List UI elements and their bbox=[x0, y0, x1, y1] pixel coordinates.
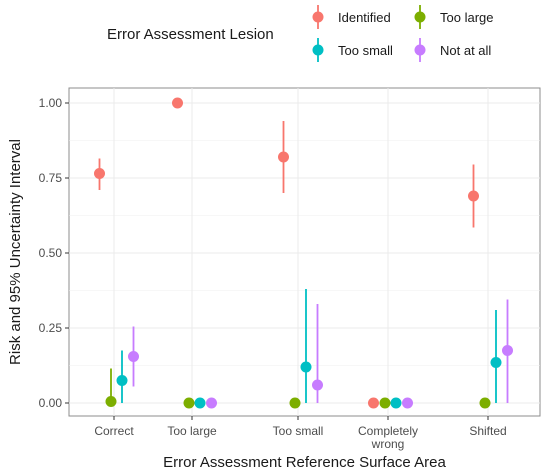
axes: 0.00 0.25 0.50 0.75 1.00 Correct Too large Too … bbox=[39, 96, 507, 451]
legend-key-point bbox=[414, 11, 426, 23]
risk-point bbox=[206, 397, 217, 409]
legend-label: Too small bbox=[338, 43, 393, 58]
y-tick-label: 0.50 bbox=[39, 246, 63, 260]
risk-point bbox=[390, 397, 402, 409]
risk-point bbox=[312, 379, 323, 391]
y-tick-label: 0.00 bbox=[39, 396, 63, 410]
risk-point bbox=[402, 397, 413, 409]
risk-point bbox=[490, 357, 502, 368]
legend-label: Not at all bbox=[440, 43, 491, 58]
x-axis-title: Error Assessment Reference Surface Area bbox=[163, 454, 446, 471]
panel-border bbox=[68, 87, 541, 417]
risk-point bbox=[468, 190, 479, 202]
risk-point bbox=[502, 345, 513, 356]
legend-title: Error Assessment Lesion bbox=[107, 26, 274, 43]
y-axis-title: Risk and 95% Uncertainty Interval bbox=[7, 139, 24, 365]
risk-point bbox=[183, 397, 195, 409]
x-tick-label: Completely wrong bbox=[358, 424, 418, 451]
risk-point bbox=[368, 397, 379, 409]
risk-point bbox=[194, 397, 206, 409]
x-tick-label: Too large bbox=[167, 424, 217, 438]
risk-point bbox=[289, 397, 301, 409]
y-tick-label: 0.25 bbox=[39, 321, 63, 335]
x-tick-label: Too small bbox=[273, 424, 324, 438]
legend-key-point bbox=[414, 44, 426, 56]
legend-label: Identified bbox=[338, 10, 391, 25]
risk-point bbox=[300, 361, 312, 373]
plot-panel bbox=[68, 87, 541, 417]
legend-label: Too large bbox=[440, 10, 493, 25]
y-tick-label: 0.75 bbox=[39, 171, 63, 185]
data-marks bbox=[94, 97, 513, 409]
risk-point bbox=[105, 396, 117, 407]
risk-point bbox=[94, 168, 105, 179]
legend-key-point bbox=[312, 44, 324, 56]
risk-point bbox=[128, 351, 139, 362]
risk-point bbox=[116, 375, 128, 386]
legend: Error Assessment Lesion Identified Too la… bbox=[107, 5, 493, 62]
risk-point bbox=[172, 97, 183, 109]
risk-point bbox=[379, 397, 391, 409]
risk-point bbox=[278, 151, 289, 163]
x-tick-label: Shifted bbox=[469, 424, 506, 438]
gridlines bbox=[69, 88, 540, 416]
legend-key-point bbox=[312, 11, 324, 23]
x-tick-label: Correct bbox=[94, 424, 134, 438]
y-tick-label: 1.00 bbox=[39, 96, 63, 110]
risk-point bbox=[479, 397, 491, 409]
